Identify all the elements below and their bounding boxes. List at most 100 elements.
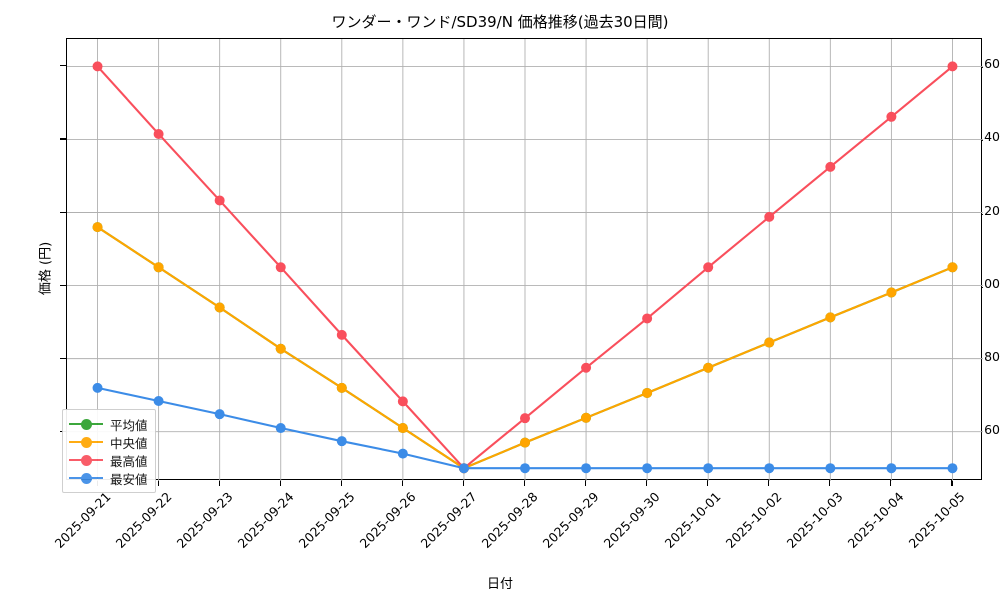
- data-point: [886, 111, 897, 122]
- data-point: [764, 337, 775, 348]
- data-point: [825, 312, 836, 323]
- legend-label: 最高値: [110, 453, 148, 469]
- data-point: [275, 262, 286, 273]
- legend-swatch: [69, 471, 103, 485]
- y-tick-label: 120: [976, 202, 1000, 218]
- series-line: [96, 226, 954, 470]
- data-point: [336, 436, 347, 447]
- data-point: [153, 262, 164, 273]
- y-axis-label: 価格 (円): [38, 241, 54, 296]
- data-point: [214, 409, 225, 420]
- data-point: [947, 463, 958, 474]
- plot-area: [66, 38, 983, 481]
- data-point: [703, 262, 714, 273]
- data-point: [764, 211, 775, 222]
- grid-lines: [67, 39, 983, 481]
- data-point: [214, 195, 225, 206]
- y-tick-mark: [60, 211, 66, 213]
- data-point: [825, 161, 836, 172]
- y-tick-mark: [60, 138, 66, 140]
- data-point: [520, 413, 530, 424]
- data-point: [92, 222, 103, 233]
- y-tick-mark: [60, 65, 66, 67]
- legend-label: 中央値: [110, 435, 148, 451]
- y-tick-mark: [60, 357, 66, 359]
- x-tick-mark: [340, 480, 342, 486]
- data-point: [458, 463, 469, 474]
- x-tick-mark: [646, 480, 648, 486]
- legend-marker-dot-icon: [81, 419, 92, 430]
- x-tick-mark: [707, 480, 709, 486]
- legend-marker-dot-icon: [81, 473, 92, 484]
- legend-swatch: [69, 435, 103, 449]
- data-point: [214, 302, 225, 313]
- data-point: [275, 423, 286, 434]
- data-point: [581, 412, 592, 423]
- data-point: [764, 463, 775, 474]
- legend-swatch: [69, 453, 103, 467]
- data-point: [642, 463, 653, 474]
- legend-swatch: [69, 417, 103, 431]
- x-tick-mark: [462, 480, 465, 486]
- x-tick-mark: [401, 480, 403, 486]
- x-tick-mark: [218, 480, 220, 486]
- series-line: [96, 386, 954, 470]
- data-point: [520, 437, 530, 448]
- data-point: [520, 463, 530, 474]
- data-point: [825, 463, 836, 474]
- data-point: [703, 463, 714, 474]
- data-point: [92, 61, 103, 72]
- y-tick-label: 60: [984, 421, 1000, 437]
- data-point: [886, 463, 897, 474]
- x-tick-mark: [951, 480, 953, 486]
- x-tick-mark: [768, 480, 770, 486]
- chart-legend: 平均値中央値最高値最安値: [62, 409, 156, 493]
- chart-title: ワンダー・ワンド/SD39/N 価格推移(過去30日間): [331, 13, 669, 31]
- series-line: [96, 226, 954, 470]
- y-tick-label: 160: [976, 56, 1000, 72]
- data-point: [947, 61, 958, 72]
- y-tick-mark: [60, 284, 66, 286]
- legend-item-2[interactable]: 中央値: [69, 433, 148, 451]
- data-point: [886, 287, 897, 298]
- legend-marker-dot-icon: [81, 437, 92, 448]
- data-point: [642, 313, 653, 324]
- data-point: [947, 262, 958, 273]
- legend-label: 平均値: [110, 417, 148, 433]
- data-point: [275, 343, 286, 354]
- series-2: [92, 222, 958, 474]
- x-tick-mark: [279, 480, 281, 486]
- series-3: [92, 61, 958, 474]
- data-point: [581, 362, 592, 373]
- x-axis-label: 日付: [486, 577, 513, 592]
- y-tick-label: 140: [976, 129, 1000, 145]
- data-point: [336, 382, 347, 393]
- x-tick-mark: [829, 480, 831, 486]
- x-tick-mark: [524, 480, 526, 486]
- data-point: [642, 387, 653, 398]
- y-tick-label: 100: [976, 275, 1000, 291]
- data-point: [336, 329, 347, 340]
- data-point: [581, 463, 592, 474]
- data-point: [397, 396, 408, 407]
- series-4: [92, 382, 958, 474]
- x-tick-mark: [890, 480, 892, 486]
- x-tick-mark: [157, 480, 159, 486]
- series-line: [96, 65, 954, 470]
- data-point: [153, 128, 164, 139]
- legend-item-3[interactable]: 最高値: [69, 451, 148, 469]
- x-tick-mark: [585, 480, 587, 486]
- legend-item-4[interactable]: 最安値: [69, 469, 148, 487]
- legend-marker-dot-icon: [81, 455, 92, 466]
- data-point: [153, 396, 164, 407]
- series-1: [92, 222, 958, 474]
- data-point: [92, 382, 103, 393]
- data-series-layer: [92, 61, 958, 474]
- y-tick-label: 80: [984, 348, 1000, 364]
- data-point: [397, 448, 408, 459]
- legend-label: 最安値: [110, 471, 148, 487]
- legend-item-1[interactable]: 平均値: [69, 415, 148, 433]
- data-point: [397, 423, 408, 434]
- data-point: [703, 362, 714, 373]
